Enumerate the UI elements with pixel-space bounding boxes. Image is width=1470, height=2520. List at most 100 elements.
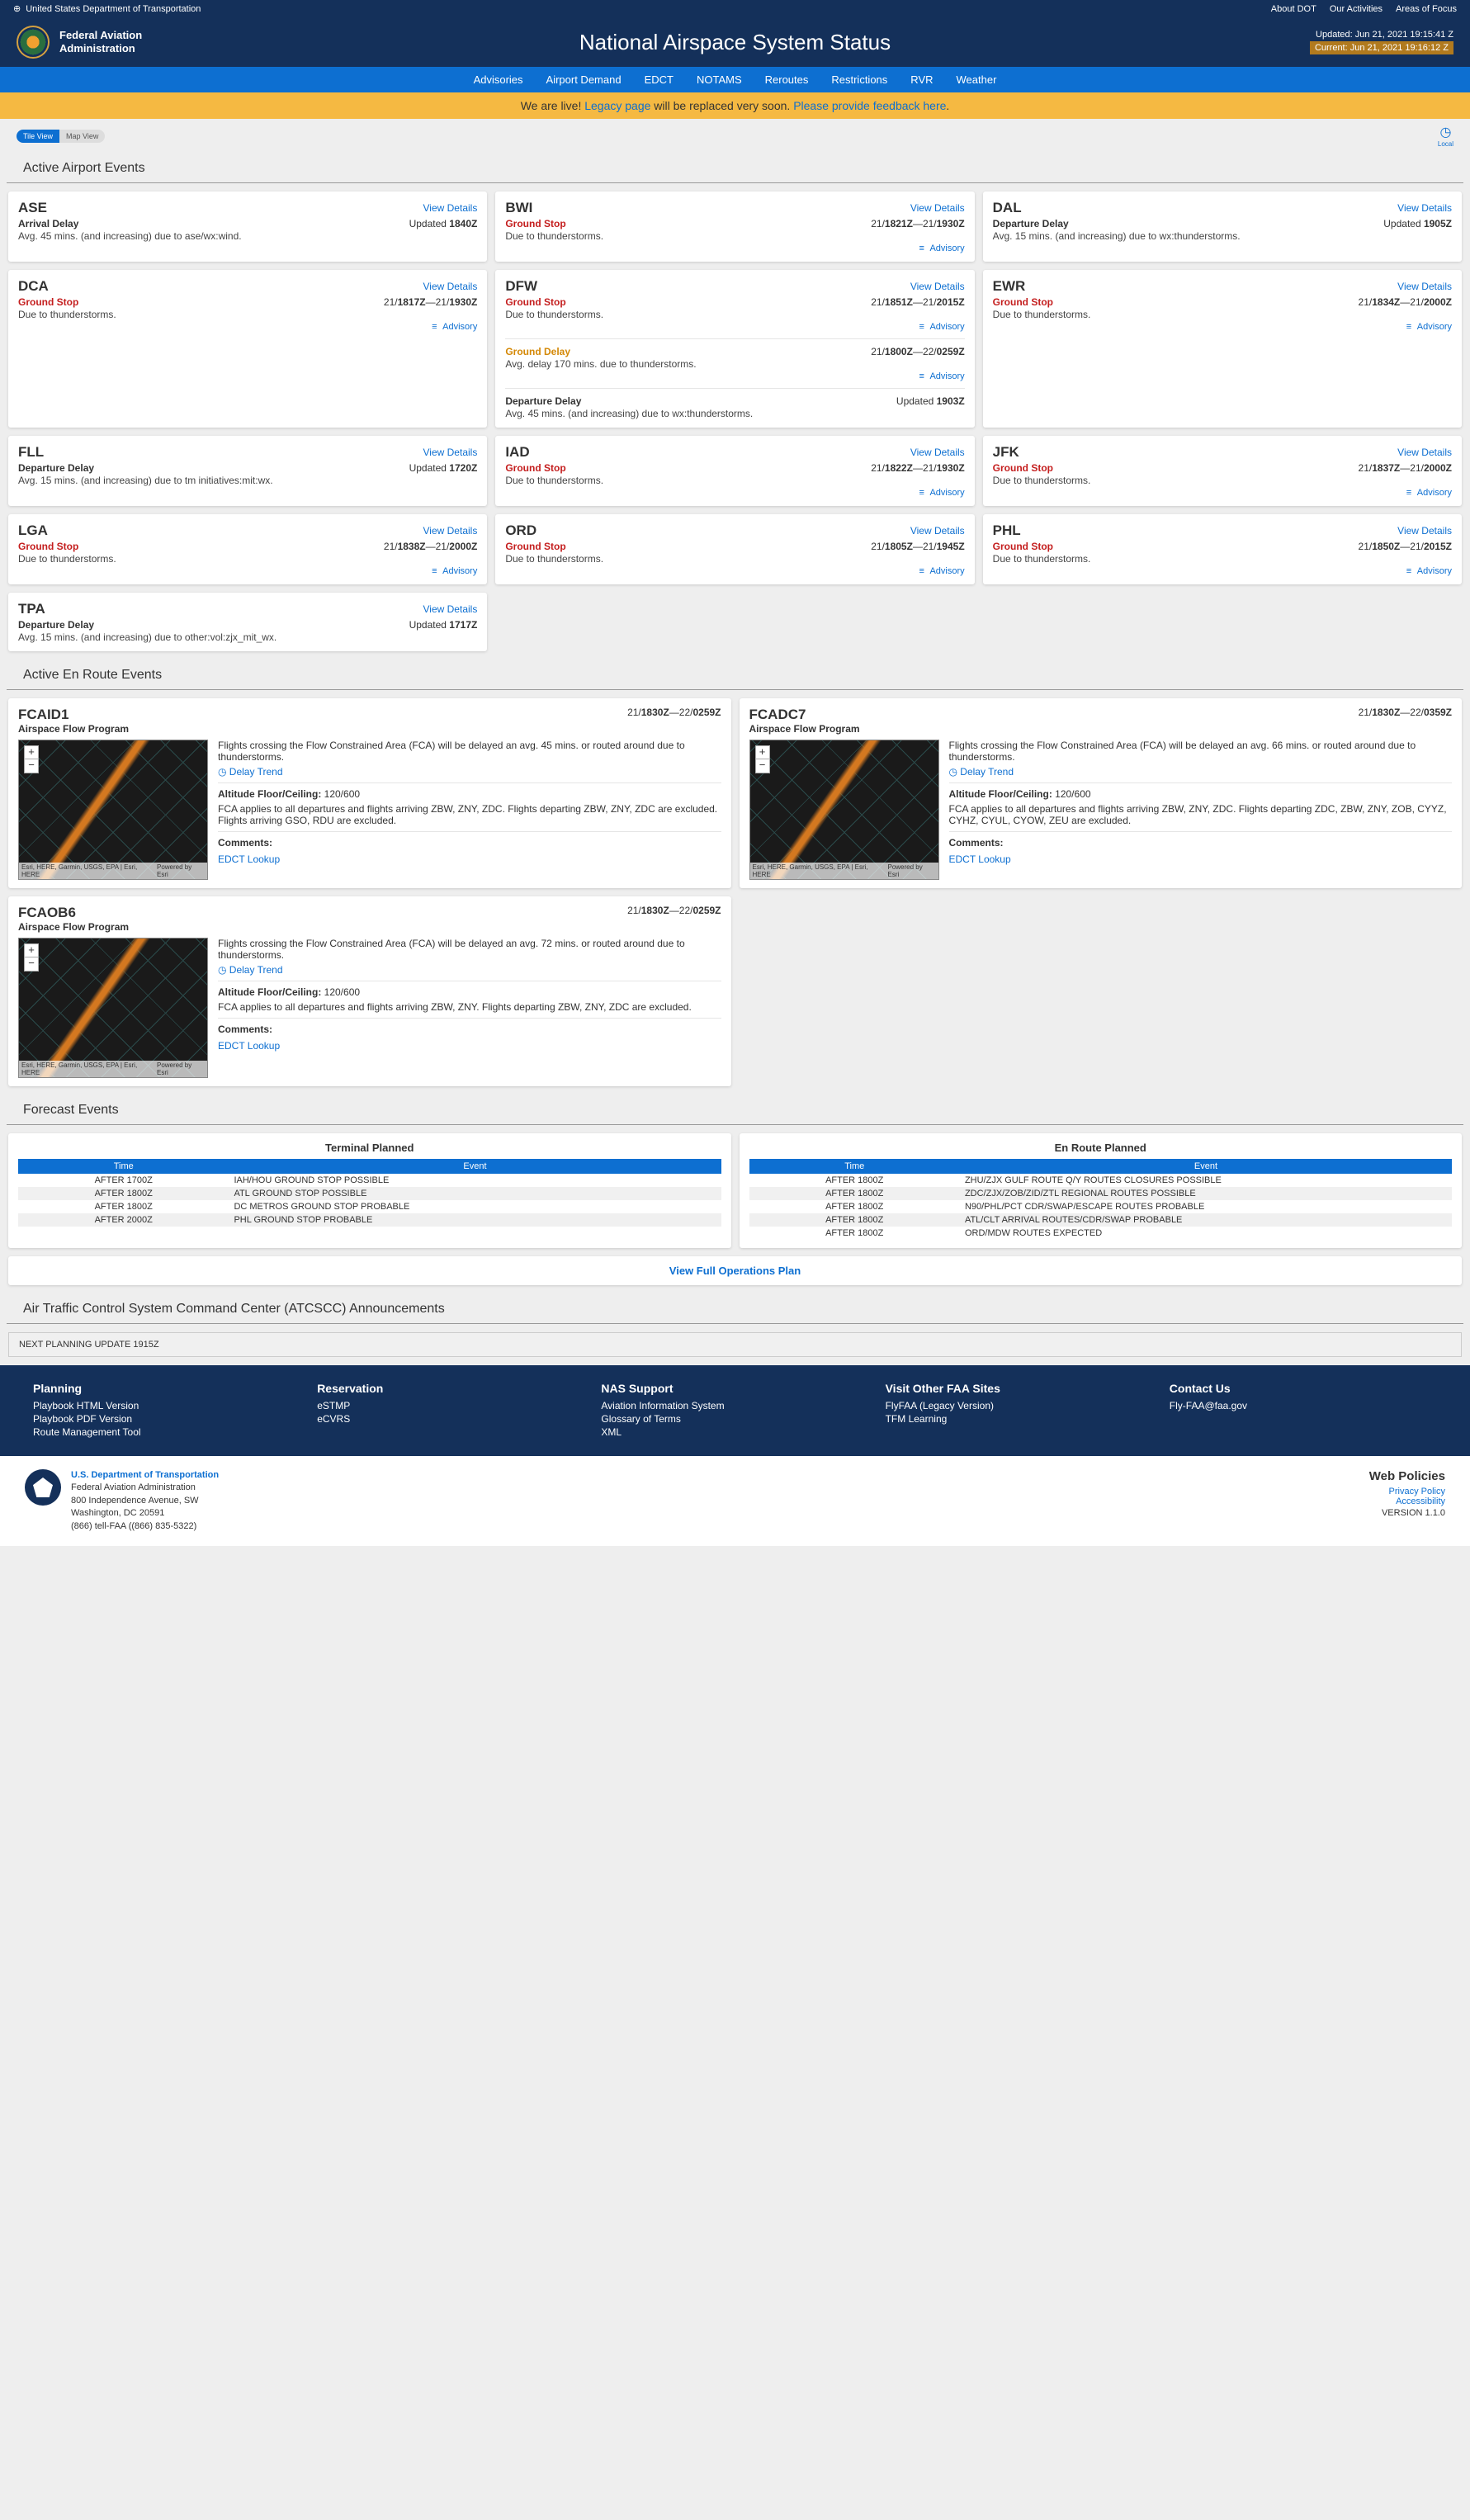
enroute-card-fcaob6: FCAOB621/1830Z—22/0259Z Airspace Flow Pr… [8, 896, 731, 1086]
faa-seal-icon [17, 26, 50, 59]
enroute-time: 21/1830Z—22/0359Z [1359, 707, 1452, 723]
enroute-time: 21/1830Z—22/0259Z [627, 707, 721, 723]
footer-link[interactable]: Aviation Information System [601, 1400, 868, 1411]
advisory-link[interactable]: Advisory [993, 322, 1452, 332]
advisory-link[interactable]: Advisory [505, 243, 964, 253]
map-zoom: +− [24, 745, 39, 773]
view-details-link[interactable]: View Details [910, 281, 965, 292]
footer-col-title: Planning [33, 1382, 300, 1395]
gov-top-bar: ⊕ United States Department of Transporta… [0, 0, 1470, 17]
delay-trend-link[interactable]: ◷ Delay Trend [218, 766, 721, 778]
airport-code: FLL [18, 444, 44, 461]
view-details-link[interactable]: View Details [423, 447, 478, 458]
fca-map[interactable]: +− Esri, HERE, Garmin, USGS, EPA | Esri,… [18, 740, 208, 880]
footer-link[interactable]: TFM Learning [886, 1413, 1153, 1425]
advisory-link[interactable]: Advisory [505, 488, 964, 498]
zoom-out-button[interactable]: − [25, 759, 38, 773]
footer-link[interactable]: Glossary of Terms [601, 1413, 868, 1425]
view-details-link[interactable]: View Details [423, 603, 478, 615]
zoom-in-button[interactable]: + [25, 746, 38, 759]
event-desc: Avg. 45 mins. (and increasing) due to as… [18, 230, 477, 242]
event-desc: Avg. delay 170 mins. due to thunderstorm… [505, 358, 964, 370]
advisory-link[interactable]: Advisory [18, 322, 477, 332]
advisory-link[interactable]: Advisory [505, 566, 964, 576]
view-details-link[interactable]: View Details [1397, 447, 1452, 458]
advisory-link[interactable]: Advisory [993, 566, 1452, 576]
top-link[interactable]: Areas of Focus [1396, 4, 1457, 14]
nav-restrictions[interactable]: Restrictions [831, 73, 887, 86]
enroute-grid: FCAID121/1830Z—22/0259Z Airspace Flow Pr… [0, 690, 1470, 1095]
footer-address: U.S. Department of Transportation Federa… [71, 1469, 219, 1533]
view-details-link[interactable]: View Details [910, 525, 965, 537]
zoom-in-button[interactable]: + [756, 746, 769, 759]
fca-map[interactable]: +− Esri, HERE, Garmin, USGS, EPA | Esri,… [18, 938, 208, 1078]
event-desc: Avg. 15 mins. (and increasing) due to wx… [993, 230, 1452, 242]
full-ops-link[interactable]: View Full Operations Plan [669, 1265, 801, 1277]
view-details-link[interactable]: View Details [423, 202, 478, 214]
fca-map[interactable]: +− Esri, HERE, Garmin, USGS, EPA | Esri,… [749, 740, 939, 880]
airport-code: BWI [505, 200, 532, 216]
nav-weather[interactable]: Weather [957, 73, 997, 86]
nav-edct[interactable]: EDCT [645, 73, 674, 86]
view-details-link[interactable]: View Details [1397, 202, 1452, 214]
view-details-link[interactable]: View Details [1397, 525, 1452, 537]
footer-link[interactable]: FlyFAA (Legacy Version) [886, 1400, 1153, 1411]
footer-link[interactable]: Fly-FAA@faa.gov [1170, 1400, 1437, 1411]
main-header: Federal Aviation Administration National… [0, 17, 1470, 67]
event-type: Ground Stop [505, 296, 565, 308]
top-link[interactable]: Our Activities [1330, 4, 1383, 14]
footer-col-title: Reservation [317, 1382, 584, 1395]
view-details-link[interactable]: View Details [910, 447, 965, 458]
advisory-link[interactable]: Advisory [505, 371, 964, 381]
footer-link[interactable]: Playbook PDF Version [33, 1413, 300, 1425]
table-row: AFTER 1700ZIAH/HOU GROUND STOP POSSIBLE [18, 1174, 721, 1187]
edct-lookup-link[interactable]: EDCT Lookup [949, 853, 1453, 865]
nav-reroutes[interactable]: Reroutes [765, 73, 809, 86]
nav-rvr[interactable]: RVR [910, 73, 933, 86]
nav-airport-demand[interactable]: Airport Demand [546, 73, 622, 86]
advisory-icon [919, 243, 927, 253]
view-details-link[interactable]: View Details [423, 525, 478, 537]
feedback-link[interactable]: Please provide feedback here [793, 99, 946, 112]
advisory-link[interactable]: Advisory [993, 488, 1452, 498]
zoom-out-button[interactable]: − [756, 759, 769, 773]
table-header: Event [960, 1159, 1452, 1174]
delay-trend-link[interactable]: ◷ Delay Trend [949, 766, 1453, 778]
footer-link[interactable]: Route Management Tool [33, 1426, 300, 1438]
airport-code: IAD [505, 444, 529, 461]
nav-notams[interactable]: NOTAMS [697, 73, 742, 86]
policy-link[interactable]: Accessibility [1369, 1496, 1445, 1506]
airport-card-iad: IADView DetailsGround Stop21/1822Z—21/19… [495, 436, 974, 506]
airport-code: DAL [993, 200, 1022, 216]
policy-link[interactable]: Privacy Policy [1369, 1487, 1445, 1496]
legacy-link[interactable]: Legacy page [584, 99, 650, 112]
zoom-in-button[interactable]: + [25, 944, 38, 957]
map-view-button[interactable]: Map View [59, 130, 105, 143]
view-details-link[interactable]: View Details [423, 281, 478, 292]
delay-trend-link[interactable]: ◷ Delay Trend [218, 964, 721, 976]
airport-code: ASE [18, 200, 47, 216]
edct-lookup-link[interactable]: EDCT Lookup [218, 1040, 721, 1052]
footer-link[interactable]: eCVRS [317, 1413, 584, 1425]
tile-view-button[interactable]: Tile View [17, 130, 59, 143]
edct-lookup-link[interactable]: EDCT Lookup [218, 853, 721, 865]
zoom-out-button[interactable]: − [25, 957, 38, 971]
footer-link[interactable]: eSTMP [317, 1400, 584, 1411]
version: VERSION 1.1.0 [1369, 1508, 1445, 1518]
nav-advisories[interactable]: Advisories [474, 73, 523, 86]
footer-link[interactable]: XML [601, 1426, 868, 1438]
enroute-id: FCADC7 [749, 707, 806, 723]
top-link[interactable]: About DOT [1271, 4, 1316, 14]
timezone-toggle[interactable]: ◷ Local [1438, 124, 1453, 148]
applies-info: FCA applies to all departures and flight… [949, 803, 1453, 826]
enroute-forecast-card: En Route Planned TimeEventAFTER 1800ZZHU… [740, 1133, 1463, 1248]
view-details-link[interactable]: View Details [910, 202, 965, 214]
advisory-link[interactable]: Advisory [505, 322, 964, 332]
advisory-link[interactable]: Advisory [18, 566, 477, 576]
airport-card-dal: DALView DetailsDeparture DelayUpdated 19… [983, 191, 1462, 262]
airport-card-dfw: DFWView DetailsGround Stop21/1851Z—21/20… [495, 270, 974, 428]
advisory-icon [919, 322, 927, 332]
view-details-link[interactable]: View Details [1397, 281, 1452, 292]
footer-link[interactable]: Playbook HTML Version [33, 1400, 300, 1411]
event-type: Departure Delay [993, 218, 1069, 229]
